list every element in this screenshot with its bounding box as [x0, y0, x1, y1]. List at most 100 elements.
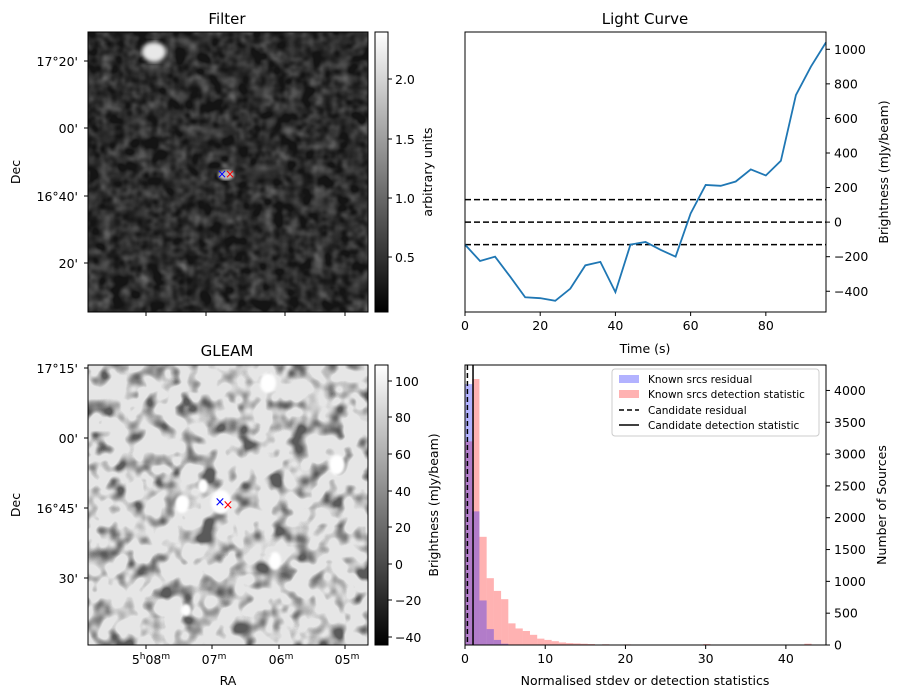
histogram-xtick: 40 [778, 651, 794, 666]
gleam-ytick: 17°15' [37, 361, 79, 376]
light-curve-ylabel: Brightness (mJy/beam) [876, 100, 891, 243]
detection-bar [537, 638, 545, 645]
detection-bar [501, 599, 509, 645]
filter-axes-frame [87, 31, 369, 313]
histogram-ytick: 1500 [834, 542, 866, 557]
filter-ytick: 16°40' [37, 189, 79, 204]
histogram-ytick: 2500 [834, 478, 866, 493]
legend-swatch-residual [619, 375, 639, 383]
detection-bar [479, 536, 487, 645]
light-curve-series-line [464, 41, 827, 302]
histogram-ytick: 3000 [834, 447, 866, 462]
light-curve-ytick: 1000 [834, 42, 866, 57]
gleam-colorbar-tick: −40 [395, 630, 421, 645]
detection-bar [472, 379, 480, 645]
gleam-axes-frame [87, 364, 369, 646]
legend-label: Candidate detection statistic [648, 420, 800, 432]
filter-red-marker: × [225, 167, 235, 181]
residual-bar [479, 600, 487, 645]
light-curve-ytick: 200 [834, 180, 858, 195]
detection-bar [515, 628, 523, 645]
detection-bar [551, 641, 559, 645]
light-curve-threshold-lines [465, 198, 826, 246]
gleam-colorbar [374, 364, 389, 646]
residual-bar [486, 629, 494, 645]
filter-candidate-source [218, 170, 234, 180]
histogram-xtick: 0 [461, 651, 469, 666]
gleam-colorbar-ticks: 100 80 60 40 20 0 −20 −40 [388, 374, 421, 645]
light-curve-xtick: 60 [683, 318, 699, 333]
detection-bar [566, 643, 574, 645]
gleam-title: GLEAM [201, 342, 254, 360]
detection-bar [804, 643, 812, 645]
legend-label: Known srcs residual [648, 374, 752, 386]
histogram-yticks: 4000 3500 3000 2500 2000 1500 1000 500 0 [826, 383, 866, 653]
filter-ytick: 17°20' [37, 54, 79, 69]
filter-bright-source [142, 42, 166, 62]
detection-bar [573, 643, 581, 645]
detection-bar [493, 590, 502, 645]
gleam-xtick: 06m [269, 652, 294, 667]
gleam-ytick: 00' [59, 431, 78, 446]
filter-colorbar [374, 31, 389, 313]
histogram-ytick: 4000 [834, 383, 866, 398]
detection-bar [544, 639, 552, 645]
gleam-colorbar-tick: −20 [395, 593, 421, 608]
light-curve-xtick: 40 [607, 318, 623, 333]
light-curve-ytick: 800 [834, 76, 858, 91]
filter-colorbar-tick: 0.5 [395, 250, 415, 265]
gleam-colorbar-tick: 60 [395, 447, 411, 462]
gleam-yticks: 17°15' 00' 16°45' 30' [37, 361, 88, 586]
light-curve-ytick: 600 [834, 111, 858, 126]
legend-label: Candidate residual [648, 405, 747, 417]
filter-yticks: 17°20' 00' 16°40' 20' [37, 54, 88, 271]
histogram-axes-frame [464, 364, 827, 646]
gleam-panel: GLEAM × × 17°15' 00' 16°45' 30' [8, 342, 441, 688]
histogram-xtick: 20 [617, 651, 633, 666]
detection-bar [465, 441, 473, 645]
filter-colorbar-tick: 1.0 [395, 191, 415, 206]
gleam-colorbar-tick: 20 [395, 520, 411, 535]
histogram-bars [465, 379, 812, 645]
residual-bar [501, 643, 509, 645]
detection-bar [580, 643, 588, 645]
gleam-colorbar-label: Brightness (mJy/beam) [426, 433, 441, 576]
histogram-xlabel: Normalised stdev or detection statistics [521, 673, 770, 688]
gleam-colorbar-tick: 80 [395, 410, 411, 425]
light-curve-axes-frame [464, 31, 827, 313]
detection-bar [558, 642, 567, 645]
residual-bar [465, 384, 473, 645]
histogram-ytick: 3500 [834, 415, 866, 430]
residual-bar [493, 639, 502, 645]
gleam-ylabel: Dec [8, 493, 23, 517]
filter-blue-marker: × [217, 167, 227, 181]
light-curve-xticks: 0 20 40 60 80 [461, 312, 774, 333]
filter-title: Filter [208, 10, 246, 28]
detection-bar [529, 634, 538, 645]
detection-bar [508, 623, 516, 645]
light-curve-ytick: 400 [834, 145, 858, 160]
light-curve-points [464, 42, 827, 301]
histogram-ytick: 500 [834, 606, 858, 621]
gleam-xtick: 5h08m [132, 652, 170, 667]
histogram-ytick: 1000 [834, 574, 866, 589]
filter-colorbar-tick: 1.5 [395, 132, 415, 147]
light-curve-ytick: 0 [834, 215, 842, 230]
gleam-red-marker: × [223, 498, 234, 513]
gleam-colorbar-tick: 100 [395, 374, 419, 389]
histogram-xtick: 30 [698, 651, 714, 666]
gleam-xtick: 05m [335, 652, 360, 667]
light-curve-title: Light Curve [602, 10, 688, 28]
gleam-xticks: 5h08m 07m 06m 05m [132, 645, 360, 667]
detection-bar [486, 578, 494, 645]
light-curve-panel: Light Curve 0 20 40 60 80 1000 800 600 400 200 0 −… [461, 10, 891, 356]
histogram-ytick: 2000 [834, 510, 866, 525]
gleam-xlabel: RA [220, 673, 237, 688]
filter-ylabel: Dec [8, 160, 23, 184]
light-curve-xtick: 20 [532, 318, 548, 333]
light-curve-xtick: 80 [758, 318, 774, 333]
filter-colorbar-tick: 2.0 [395, 72, 415, 87]
light-curve-ytick: −400 [834, 284, 868, 299]
gleam-blue-marker: × [215, 495, 226, 510]
